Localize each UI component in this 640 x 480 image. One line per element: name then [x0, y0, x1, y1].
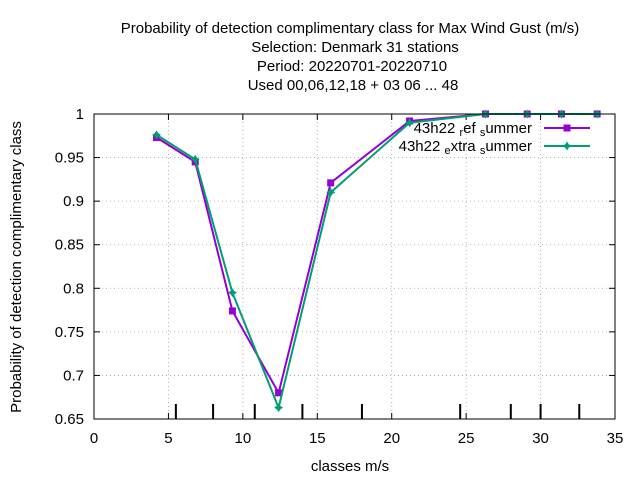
x-tick-label: 5 — [164, 430, 172, 447]
series-group — [152, 109, 602, 413]
title-line-3: Period: 20220701-20220710 — [257, 58, 447, 75]
data-point — [152, 130, 162, 140]
legend-label: 43h22 extra summer — [399, 138, 532, 157]
title-line-4: Used 00,06,12,18 + 03 06 ... 48 — [248, 77, 459, 94]
x-tick-label: 35 — [607, 430, 624, 447]
data-point — [190, 154, 200, 164]
y-tick-label: 0.65 — [55, 411, 84, 428]
x-tick-label: 20 — [383, 430, 400, 447]
legend-label: 43h22 ref summer — [414, 120, 532, 139]
series-line — [155, 113, 598, 394]
legend-marker — [563, 124, 571, 132]
y-tick-label: 0.75 — [55, 324, 84, 341]
data-point — [274, 403, 284, 413]
y-tick-label: 0.7 — [63, 367, 84, 384]
legend-entry-2: 43h22 extra summer — [399, 138, 590, 157]
x-tick-label: 15 — [309, 430, 326, 447]
data-point — [227, 288, 237, 298]
legend-marker — [562, 141, 572, 151]
class-markers — [174, 404, 581, 419]
x-tick-label: 10 — [235, 430, 252, 447]
series-line — [155, 113, 598, 409]
title-line-2: Selection: Denmark 31 stations — [251, 39, 459, 56]
y-axis-ticks: 0.65 0.7 0.75 0.8 0.85 0.9 0.95 1 — [55, 106, 615, 428]
x-tick-label: 25 — [458, 430, 475, 447]
grid — [94, 114, 615, 419]
y-tick-label: 0.85 — [55, 237, 84, 254]
y-tick-label: 0.8 — [63, 280, 84, 297]
data-point — [326, 187, 336, 197]
series-1 — [153, 110, 601, 397]
data-point — [327, 179, 335, 187]
y-tick-label: 0.95 — [55, 150, 84, 167]
y-tick-label: 1 — [76, 106, 84, 123]
data-point — [228, 307, 236, 315]
x-axis-label: classes m/s — [311, 458, 389, 475]
plot-frame — [93, 113, 616, 420]
x-tick-label: 0 — [90, 430, 98, 447]
data-point — [275, 389, 283, 397]
chart-title: Probability of detection complimentary c… — [121, 20, 579, 94]
data-point — [405, 118, 415, 128]
x-axis-ticks: 0 5 10 15 20 25 30 35 — [90, 114, 624, 447]
y-tick-label: 0.9 — [63, 193, 84, 210]
y-axis-label: Probability of detection complimentary c… — [8, 121, 25, 413]
title-line-1: Probability of detection complimentary c… — [121, 20, 579, 37]
x-tick-label: 30 — [532, 430, 549, 447]
legend-entry-1: 43h22 ref summer — [414, 120, 590, 139]
